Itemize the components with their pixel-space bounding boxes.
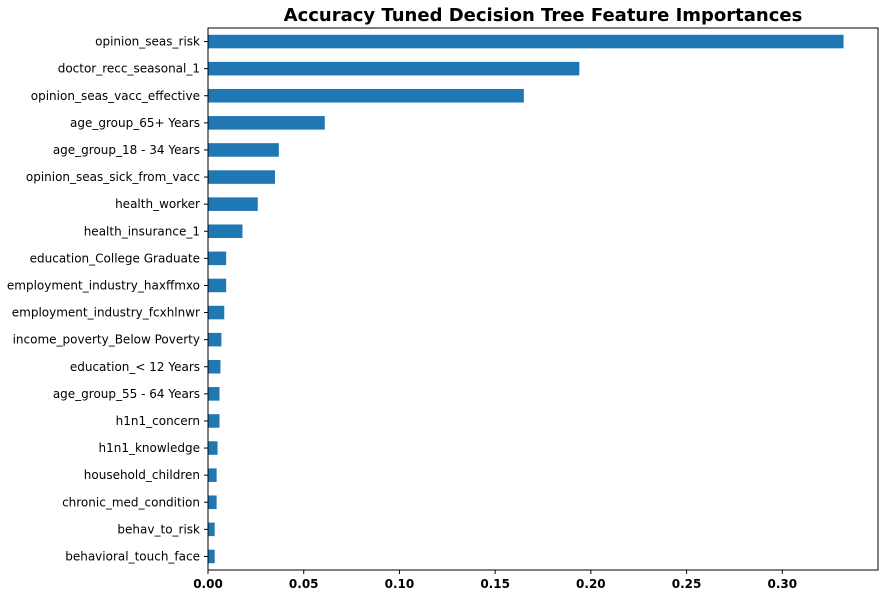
bar-1 <box>208 61 580 76</box>
x-tick-label: 0.15 <box>480 577 510 591</box>
category-label: h1n1_knowledge <box>98 441 200 455</box>
category-label: health_worker <box>115 197 200 211</box>
x-tick-label: 0.30 <box>767 577 797 591</box>
category-label: employment_industry_fcxhlnwr <box>12 306 200 320</box>
bars-layer <box>208 34 844 564</box>
category-label: h1n1_concern <box>116 414 200 428</box>
bar-4 <box>208 143 279 157</box>
category-label: opinion_seas_vacc_effective <box>31 89 200 103</box>
bar-8 <box>208 251 227 266</box>
bar-10 <box>208 305 225 320</box>
category-label: education_< 12 Years <box>70 360 200 374</box>
category-label: behavioral_touch_face <box>65 549 200 563</box>
bar-17 <box>208 495 217 510</box>
bar-14 <box>208 414 220 428</box>
bar-3 <box>208 116 325 130</box>
category-labels: opinion_seas_risk doctor_recc_seasonal_1o… <box>7 35 208 563</box>
bar-2 <box>208 88 524 103</box>
category-label: age_group_55 - 64 Years <box>53 387 200 401</box>
category-label: behav_to_risk <box>117 522 200 536</box>
category-label: doctor_recc_seasonal_1 <box>58 62 200 76</box>
category-label: health_insurance_1 <box>84 224 200 238</box>
x-axis-ticks: 0.00 0.05 0.10 0.15 0.20 0.25 0.30 <box>193 570 797 591</box>
category-label: age_group_18 - 34 Years <box>53 143 200 157</box>
x-tick-label: 0.10 <box>385 577 415 591</box>
bar-18 <box>208 522 215 537</box>
bar-6 <box>208 197 258 211</box>
category-label: opinion_seas_sick_from_vacc <box>26 170 200 184</box>
bar-16 <box>208 468 217 482</box>
x-tick-label: 0.25 <box>672 577 702 591</box>
category-label: employment_industry_haxffmxo <box>7 278 200 292</box>
bar-7 <box>208 224 243 239</box>
x-tick-label: 0.00 <box>193 577 223 591</box>
category-label: income_poverty_Below Poverty <box>13 333 200 347</box>
bar-12 <box>208 359 221 374</box>
bar-13 <box>208 387 220 401</box>
category-label: household_children <box>84 468 200 482</box>
bar-19 <box>208 549 215 564</box>
category-label: age_group_65+ Years <box>70 116 200 130</box>
bar-0 <box>208 34 844 49</box>
bar-5 <box>208 170 275 184</box>
category-label: chronic_med_condition <box>62 495 200 509</box>
bar-15 <box>208 441 218 455</box>
chart-title: Accuracy Tuned Decision Tree Feature Imp… <box>284 5 803 26</box>
plot-frame <box>207 27 879 571</box>
category-label: opinion_seas_risk <box>95 35 200 49</box>
x-tick-label: 0.05 <box>289 577 319 591</box>
x-tick-label: 0.20 <box>576 577 606 591</box>
bar-9 <box>208 278 227 293</box>
bar-11 <box>208 332 222 347</box>
category-label: education_College Graduate <box>30 251 200 265</box>
